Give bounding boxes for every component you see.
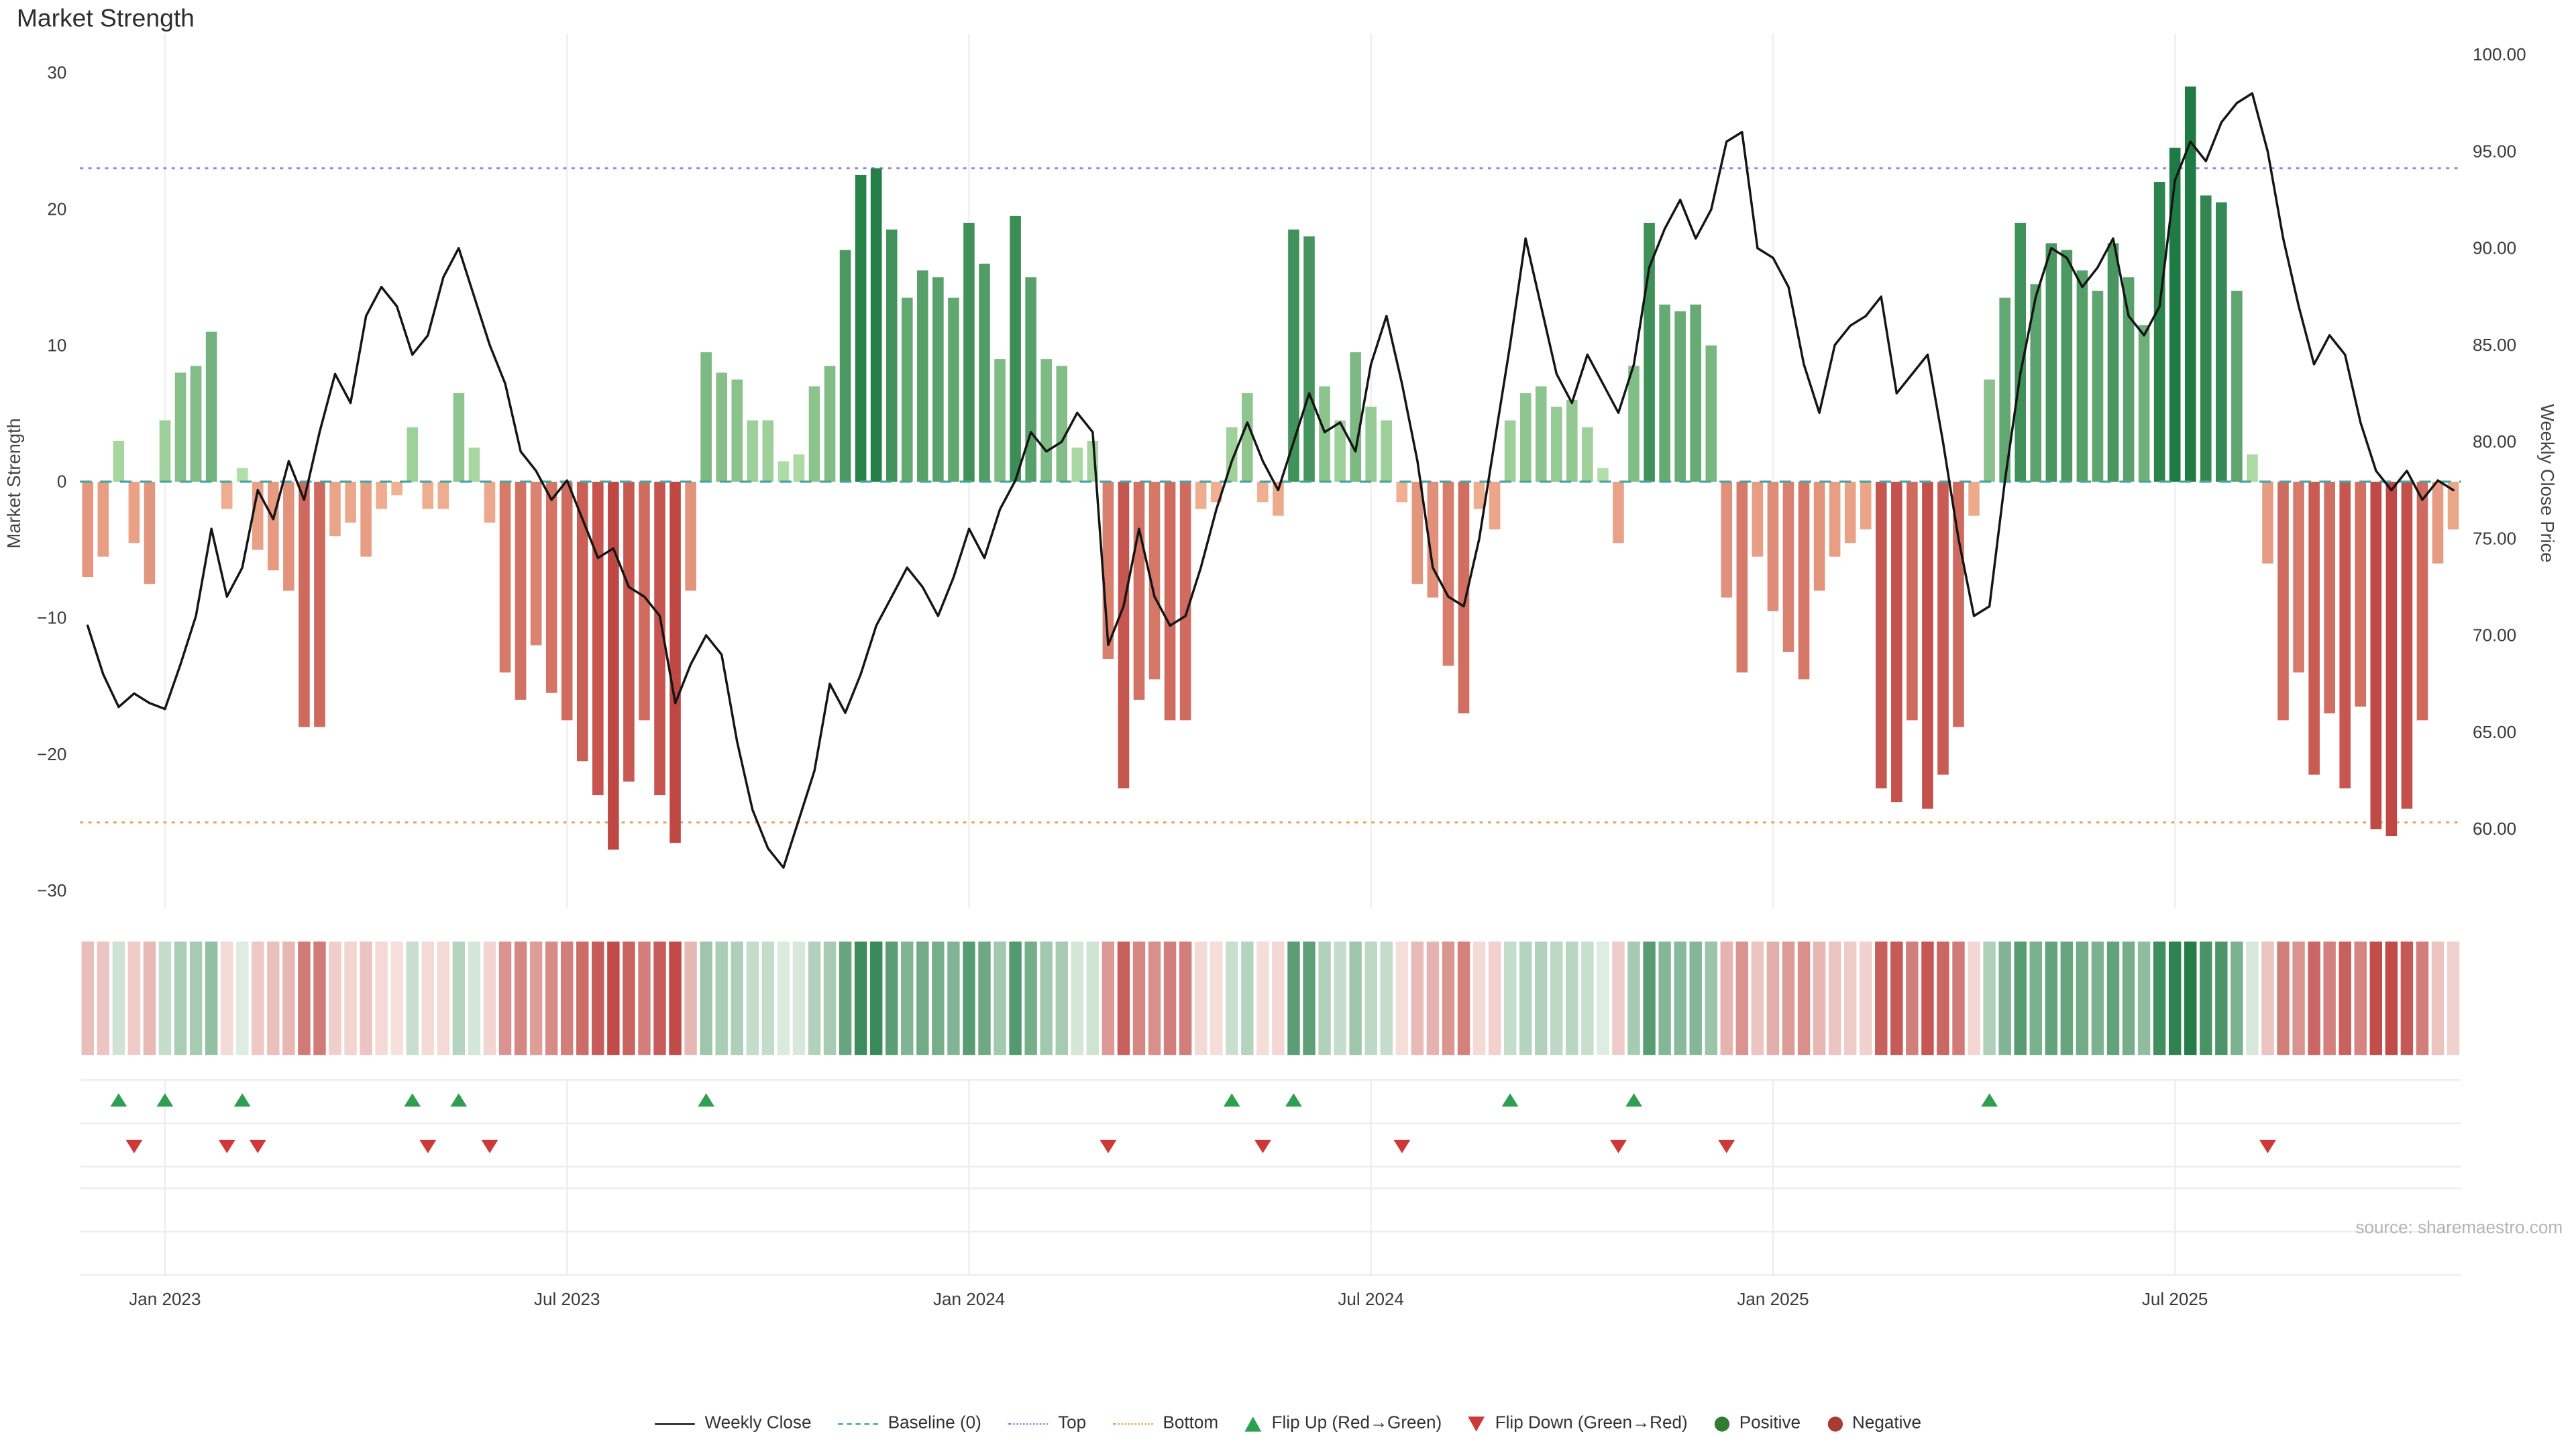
- legend-item-weekly-close: Weekly Close: [654, 1413, 812, 1434]
- flip-up-marker: [110, 1093, 127, 1107]
- legend-label: Negative: [1852, 1413, 1921, 1434]
- legend-label: Positive: [1739, 1413, 1801, 1434]
- flip-down-marker: [125, 1139, 143, 1153]
- x-tick-labels: Jan 2023 Jul 2023 Jan 2024 Jul 2024 Jan 2025…: [129, 1289, 2208, 1309]
- svg-text:65.00: 65.00: [2473, 722, 2516, 742]
- flip-down-marker: [1254, 1139, 1271, 1153]
- negative-dot-icon: [1827, 1415, 1843, 1431]
- flip-up-marker: [156, 1093, 174, 1107]
- svg-text:Jan 2024: Jan 2024: [933, 1289, 1005, 1309]
- flip-down-marker: [249, 1139, 266, 1153]
- svg-text:Jul 2025: Jul 2025: [2142, 1289, 2208, 1309]
- legend-label: Flip Up (Red→Green): [1271, 1413, 1442, 1434]
- svg-text:Jan 2023: Jan 2023: [129, 1289, 201, 1309]
- flip-markers: [110, 1093, 2276, 1153]
- svg-text:−20: −20: [37, 744, 66, 764]
- svg-text:95.00: 95.00: [2473, 141, 2516, 161]
- flip-down-marker: [2259, 1139, 2276, 1153]
- legend-item-top: Top: [1008, 1413, 1087, 1434]
- svg-text:85.00: 85.00: [2473, 335, 2516, 355]
- flip-down-marker: [218, 1139, 235, 1153]
- legend: Weekly Close Baseline (0) Top Bottom Fli…: [0, 1413, 2576, 1433]
- flip-down-marker: [1718, 1139, 1735, 1153]
- source-attribution: source: sharemaestro.com: [2355, 1218, 2563, 1239]
- axis-ticks: 30 20 10 0 −10 −20 −30 100.00 95.00 90.00 85.00 80.…: [37, 44, 2526, 900]
- heatmap-strip: [81, 941, 2460, 1055]
- flip-up-marker: [1981, 1093, 1998, 1107]
- flip-up-marker: [1625, 1093, 1643, 1107]
- legend-item-flip-down: Flip Down (Green→Red): [1468, 1413, 1688, 1433]
- weekly-close-line: [86, 92, 2455, 869]
- baseline-dash-icon: [838, 1422, 878, 1425]
- legend-label: Baseline (0): [888, 1413, 981, 1434]
- svg-text:30: 30: [47, 62, 66, 83]
- legend-item-baseline: Baseline (0): [838, 1413, 981, 1433]
- bottom-line-icon: [1112, 1422, 1153, 1425]
- legend-label: Weekly Close: [704, 1413, 812, 1434]
- market-strength-chart: 30 20 10 0 −10 −20 −30 100.00 95.00 90.00 85.00 80.…: [37, 33, 2526, 1309]
- svg-text:Jul 2024: Jul 2024: [1338, 1289, 1404, 1309]
- flip-up-marker: [233, 1093, 251, 1107]
- legend-item-positive: Positive: [1714, 1413, 1801, 1433]
- flip-down-triangle-icon: [1468, 1415, 1485, 1431]
- legend-item-bottom: Bottom: [1112, 1413, 1219, 1434]
- svg-text:0: 0: [57, 472, 67, 492]
- strength-bars: [82, 86, 2459, 850]
- svg-text:−30: −30: [37, 880, 66, 900]
- svg-text:70.00: 70.00: [2473, 625, 2516, 645]
- top-line-icon: [1008, 1422, 1049, 1425]
- flip-down-marker: [481, 1139, 498, 1153]
- flip-up-marker: [1501, 1093, 1519, 1107]
- page-title: Market Strength: [16, 5, 195, 34]
- svg-text:60.00: 60.00: [2473, 819, 2516, 839]
- flip-up-marker: [450, 1093, 468, 1107]
- svg-text:−10: −10: [37, 608, 66, 628]
- flip-down-marker: [1393, 1139, 1411, 1153]
- svg-text:75.00: 75.00: [2473, 528, 2516, 548]
- marker-panels: [80, 1079, 2461, 1276]
- flip-down-marker: [1610, 1139, 1627, 1153]
- flip-down-marker: [419, 1139, 437, 1153]
- flip-down-marker: [1099, 1139, 1117, 1153]
- svg-text:20: 20: [47, 199, 66, 219]
- legend-label: Flip Down (Green→Red): [1495, 1413, 1688, 1434]
- flip-up-marker: [1223, 1093, 1240, 1107]
- svg-text:10: 10: [47, 335, 66, 356]
- svg-text:Jul 2023: Jul 2023: [534, 1289, 600, 1309]
- reference-lines: [80, 167, 2461, 824]
- flip-up-marker: [698, 1093, 715, 1107]
- weekly-close-line-icon: [654, 1422, 695, 1425]
- svg-text:80.00: 80.00: [2473, 431, 2516, 452]
- legend-item-flip-up: Flip Up (Red→Green): [1244, 1413, 1442, 1434]
- svg-text:100.00: 100.00: [2473, 44, 2526, 64]
- positive-dot-icon: [1714, 1415, 1729, 1431]
- svg-text:90.00: 90.00: [2473, 238, 2516, 258]
- legend-item-negative: Negative: [1827, 1413, 1921, 1433]
- legend-label: Bottom: [1163, 1413, 1219, 1434]
- legend-label: Top: [1058, 1413, 1087, 1434]
- flip-up-marker: [1285, 1093, 1302, 1107]
- flip-up-marker: [404, 1093, 421, 1107]
- flip-up-triangle-icon: [1244, 1415, 1262, 1431]
- svg-text:Jan 2025: Jan 2025: [1737, 1289, 1809, 1309]
